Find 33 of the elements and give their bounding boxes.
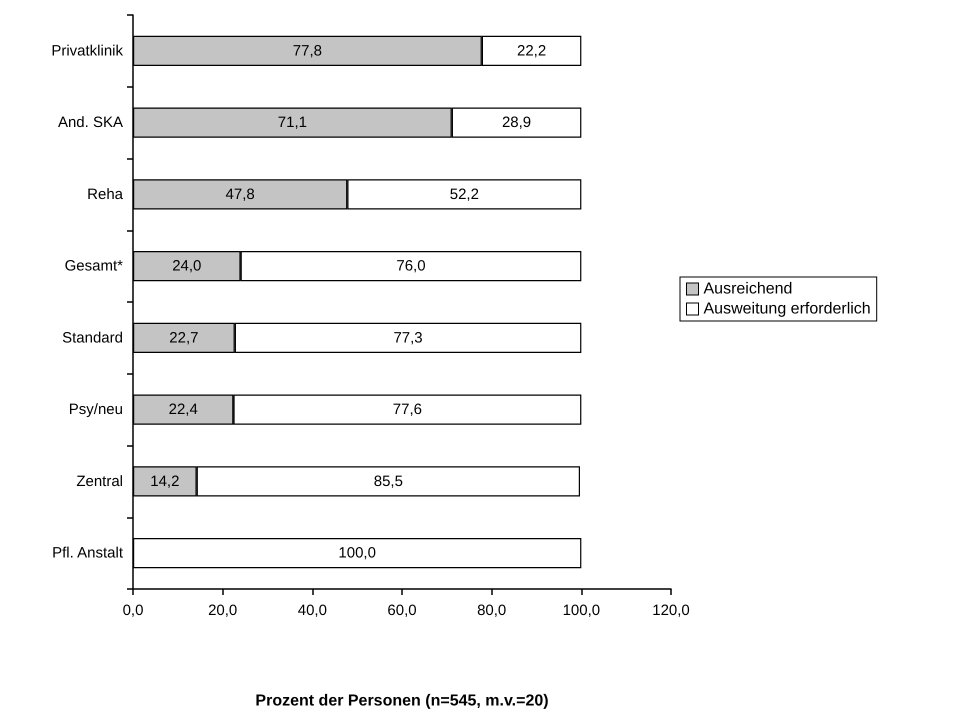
data-label: 52,2 (450, 186, 479, 203)
x-tick-label: 20,0 (208, 602, 238, 619)
y-tick-label: Privatklinik (51, 42, 124, 60)
data-label: 14,2 (150, 472, 180, 490)
legend-label: Ausreichend (704, 280, 792, 298)
data-label: 71,1 (278, 114, 307, 132)
y-tick-label: Reha (87, 186, 124, 203)
data-label: 28,9 (502, 114, 532, 132)
y-tick-label: Zentral (76, 472, 123, 490)
data-label: 77,3 (393, 329, 423, 346)
x-axis-title: Prozent der Personen (n=545, m.v.=20) (255, 692, 549, 710)
legend-label: Ausweitung erforderlich (704, 300, 871, 318)
x-tick-label: 40,0 (298, 602, 327, 619)
data-label: 22,2 (516, 42, 546, 60)
x-tick-label: 0,0 (122, 602, 144, 619)
data-label: 24,0 (172, 258, 202, 275)
x-tick-label: 120,0 (652, 602, 690, 619)
y-tick-label: Standard (62, 329, 123, 346)
data-label: 22,7 (169, 329, 198, 346)
y-tick-label: Psy/neu (68, 401, 123, 418)
data-label: 47,8 (226, 186, 255, 203)
data-label: 76,0 (396, 258, 426, 275)
y-tick-label: Gesamt* (64, 258, 124, 275)
data-label: 85,5 (374, 472, 403, 490)
x-tick-label: 60,0 (387, 602, 417, 619)
x-tick-label: 100,0 (562, 602, 600, 619)
y-tick-label: And. SKA (58, 114, 123, 132)
y-tick-label: Pfl. Anstalt (52, 544, 124, 562)
data-label: 100,0 (338, 544, 376, 562)
x-tick-label: 80,0 (477, 602, 506, 619)
data-label: 77,8 (292, 42, 322, 60)
data-label: 22,4 (168, 401, 198, 418)
data-label: 77,6 (392, 401, 422, 418)
